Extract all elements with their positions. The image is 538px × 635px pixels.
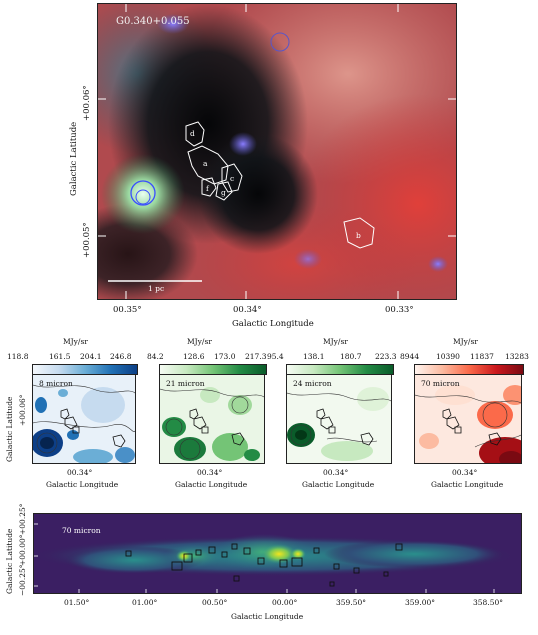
panel4-image: 70 micron	[414, 374, 522, 464]
bottom-image-panel: 70 micron	[33, 513, 522, 594]
panel2-xlabel: Galactic Longitude	[175, 480, 248, 489]
main-rgb-image	[98, 4, 456, 299]
bottom-panel-label: 70 micron	[62, 526, 101, 535]
region-a-outline	[187, 145, 229, 185]
panel3-cbar-tick-4: 223.3	[375, 352, 397, 361]
panel2-cbar-tick-4: 217.3	[245, 352, 267, 361]
panel2-cbar-tick-1: 84.2	[147, 352, 164, 361]
bottom-xtick-6: 359.00°	[405, 598, 435, 607]
main-xlabel: Galactic Longitude	[232, 319, 314, 329]
panel4-xlabel: Galactic Longitude	[431, 480, 504, 489]
panel2-image: 21 micron	[159, 374, 265, 464]
source-circle	[270, 32, 290, 52]
panel3-cbar-tick-2: 138.1	[303, 352, 325, 361]
panel1-cbar-tick-4: 246.8	[110, 352, 132, 361]
panel1-ylabel: Galactic Latitude	[5, 396, 14, 462]
panel3-label: 24 micron	[293, 379, 332, 388]
region-b-outline	[343, 217, 375, 249]
panel2-label: 21 micron	[166, 379, 205, 388]
panel1-cbar-tick-2: 161.5	[49, 352, 71, 361]
panel2-unit: MJy/sr	[187, 337, 212, 346]
main-ytick-2: +00.05°	[82, 222, 92, 258]
main-xtick-1: 00.35°	[113, 305, 142, 315]
bottom-xlabel: Galactic Longitude	[231, 612, 304, 621]
panel4-label: 70 micron	[421, 379, 460, 388]
bottom-ylabel: Galactic Latitude	[5, 528, 14, 594]
bottom-xtick-5: 359.50°	[336, 598, 366, 607]
bottom-ytick-1: +00.25°	[18, 503, 27, 535]
panel2-cbar-tick-2: 128.6	[183, 352, 205, 361]
bottom-xtick-3: 00.50°	[202, 598, 228, 607]
panel4-cbar-tick-4: 13283	[505, 352, 529, 361]
bottom-xtick-4: 00.00°	[272, 598, 298, 607]
region-label-g: g	[221, 188, 226, 197]
panel1-cbar-tick-1: 118.8	[7, 352, 29, 361]
scale-bar-label: 1 pc	[148, 284, 165, 293]
panel3-xtick: 00.34°	[323, 468, 349, 477]
panel4-cbar-tick-2: 10390	[436, 352, 460, 361]
bottom-ytick-2: +00.00°	[18, 534, 27, 566]
panel1-ytick: +00.06°	[18, 394, 27, 426]
region-label-c: c	[230, 174, 235, 183]
region-c-outline	[221, 163, 243, 193]
region-label-b: b	[356, 231, 361, 240]
panel1-xlabel: Galactic Longitude	[46, 480, 119, 489]
cloud-boxes	[125, 543, 403, 587]
bottom-xtick-1: 01.50°	[64, 598, 90, 607]
region-d-outline	[185, 121, 205, 147]
panel3-xlabel: Galactic Longitude	[302, 480, 375, 489]
panel2-xtick: 00.34°	[197, 468, 223, 477]
region-g-outline	[215, 181, 233, 201]
panel4-unit: MJy/sr	[453, 337, 478, 346]
panel4-cbar-tick-1: 8944	[400, 352, 420, 361]
main-xtick-2: 00.34°	[233, 305, 262, 315]
panel4-cbar-tick-3: 11837	[470, 352, 494, 361]
region-f-outline	[201, 177, 217, 197]
main-ytick-1: +00.06°	[82, 85, 92, 121]
panel1-unit: MJy/sr	[63, 337, 88, 346]
main-ylabel: Galactic Latitude	[69, 121, 79, 196]
panel3-unit: MJy/sr	[323, 337, 348, 346]
panel1-image: 8 micron	[32, 374, 136, 464]
region-label-f: f	[206, 184, 209, 193]
cmz-70micron-map	[34, 514, 521, 593]
panel1-label: 8 micron	[39, 379, 73, 388]
main-image-panel: G0.340+0.055 d a c f g b 1 pc	[97, 3, 457, 300]
bottom-xtick-2: 01.00°	[132, 598, 158, 607]
panel1-xtick: 00.34°	[67, 468, 93, 477]
main-panel-title: G0.340+0.055	[116, 16, 190, 27]
panel3-cbar-tick-1: 95.4	[267, 352, 284, 361]
main-xtick-3: 00.33°	[385, 305, 414, 315]
panel1-cbar-tick-3: 204.1	[80, 352, 102, 361]
bottom-xtick-7: 358.50°	[473, 598, 503, 607]
panel3-cbar-tick-3: 180.7	[340, 352, 362, 361]
panel4-xtick: 00.34°	[452, 468, 478, 477]
bottom-ytick-3: −00.25°	[18, 564, 27, 596]
panel3-image: 24 micron	[286, 374, 392, 464]
panel2-cbar-tick-3: 173.0	[214, 352, 236, 361]
source-ellipse	[130, 180, 156, 206]
region-label-d: d	[190, 129, 195, 138]
region-label-a: a	[203, 159, 208, 168]
